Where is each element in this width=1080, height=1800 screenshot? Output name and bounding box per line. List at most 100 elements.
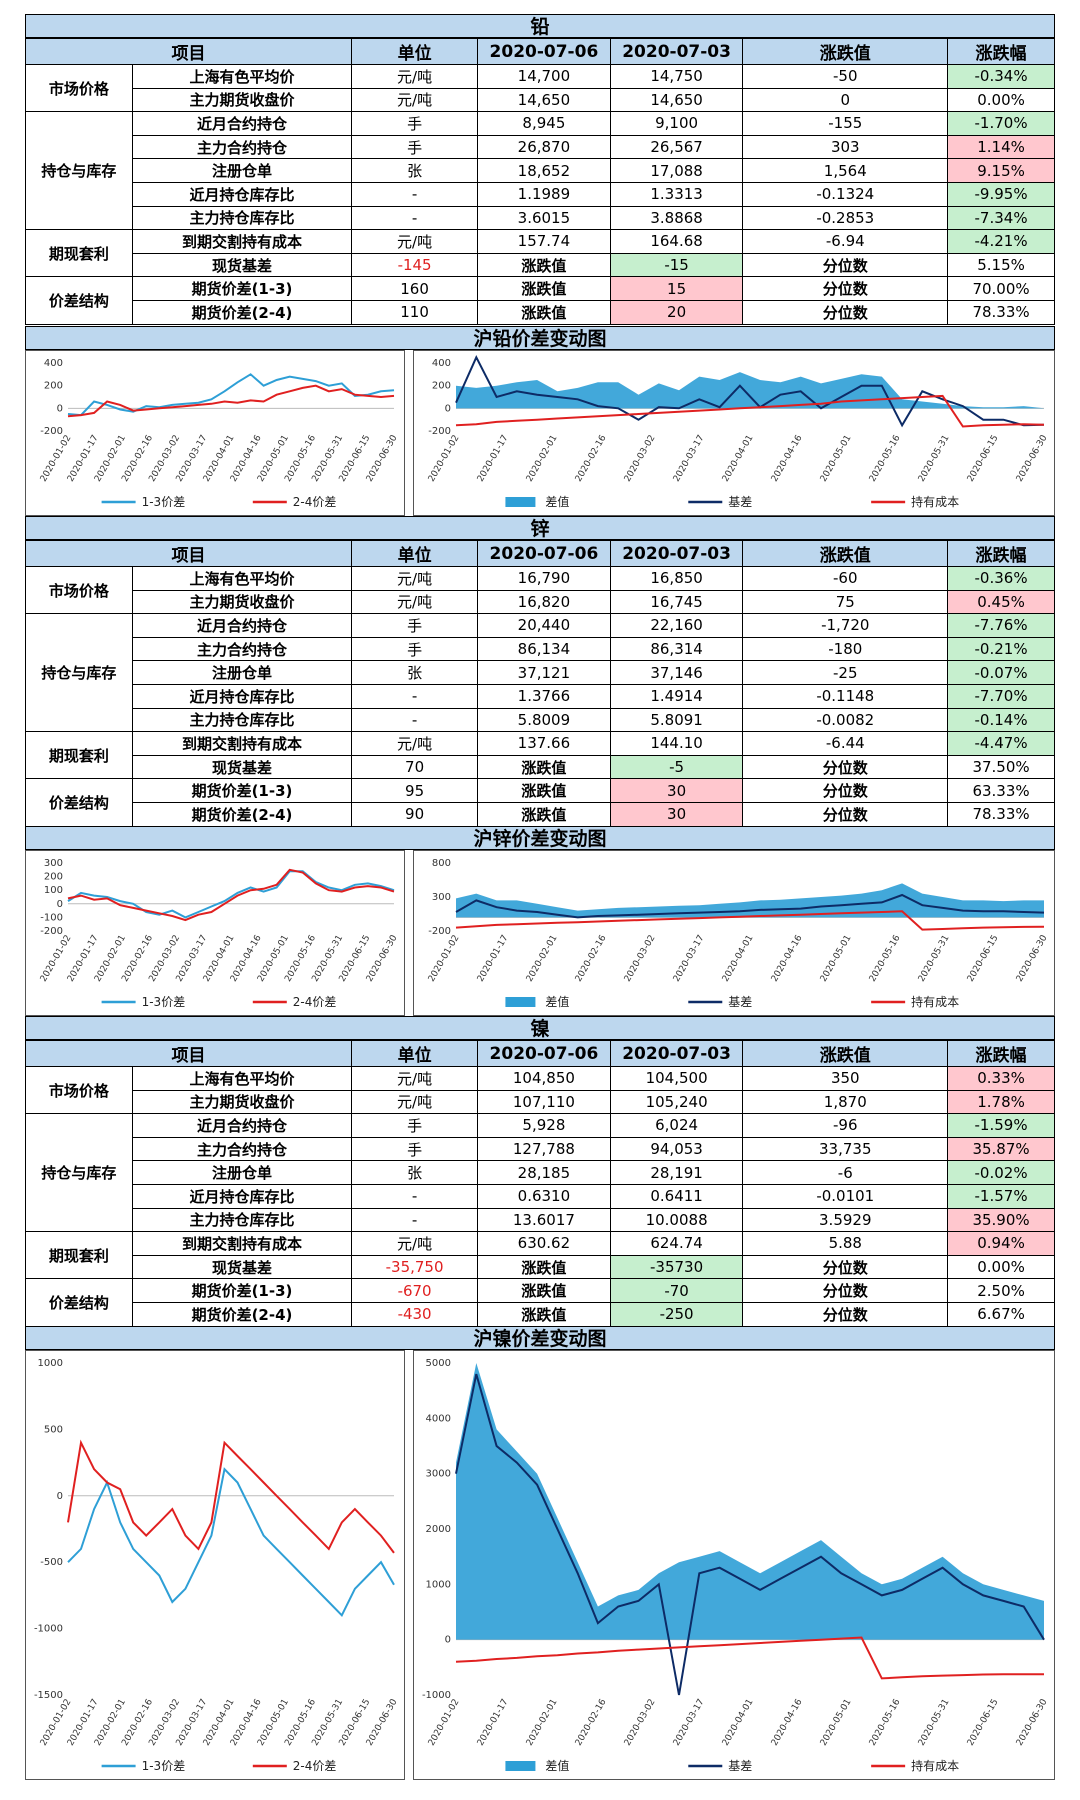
table-row: 市场价格 上海有色平均价 元/吨 14,700 14,750 -50 -0.34%: [25, 63, 1055, 113]
group-label: 持仓与库存: [25, 613, 133, 733]
table-row: 持仓与库存 近月合约持仓手 5,928 6,024 -96 -1.59%: [25, 1113, 1055, 1233]
change-value: -60: [742, 566, 949, 591]
change-label: 涨跌值: [477, 276, 611, 301]
change-value: -180: [742, 636, 949, 662]
y-tick-label: -1000: [34, 1624, 63, 1635]
item-label: 期货价差(2-4): [131, 1301, 353, 1327]
change-value: 1,870: [742, 1089, 949, 1115]
legend-label: 持有成本: [911, 1758, 959, 1773]
change-value: 75: [742, 589, 949, 615]
value-previous: 164.68: [609, 229, 744, 254]
col-header: 2020-07-03: [609, 1040, 744, 1067]
unit-cell: 元/吨: [351, 229, 479, 254]
legend-swatch: [505, 1761, 536, 1771]
x-tick-label: 2020-01-02: [427, 1698, 462, 1748]
series-line: [67, 870, 395, 919]
percentile-value: 2.50%: [947, 1278, 1055, 1303]
percentile-label: 分位数: [742, 276, 949, 301]
change-percent: -1.59%: [947, 1113, 1055, 1138]
col-header: 涨跌幅: [947, 540, 1055, 567]
item-label: 主力合约持仓: [131, 134, 353, 160]
col-header: 2020-07-03: [609, 38, 744, 65]
group-label: 价差结构: [25, 1278, 133, 1327]
value-current: 0.6310: [477, 1183, 611, 1209]
unit-cell: 张: [351, 158, 479, 183]
spread-value: 90: [351, 801, 479, 827]
value-current: 18,652: [477, 158, 611, 183]
value-current: 107,110: [477, 1089, 611, 1115]
item-label: 现货基差: [131, 252, 353, 278]
change-value: -96: [742, 1113, 949, 1138]
x-tick-label: 2020-02-01: [525, 1698, 560, 1748]
section-title-lead: 铅: [25, 14, 1055, 38]
unit-cell: 元/吨: [351, 731, 479, 756]
col-header: 项目: [24, 1040, 353, 1067]
group-label: 持仓与库存: [25, 111, 133, 231]
table-row: 主力持仓库存比 -13.6017 10.0088 3.5929 35.90%: [26, 1207, 1055, 1233]
col-header: 2020-07-03: [609, 540, 744, 567]
lead-spread-chart: -200 0 200 400 2020-01-02 2020-01-17 2020-02-0…: [25, 350, 405, 516]
x-tick-label: 2020-05-16: [868, 433, 903, 484]
percentile-value: 78.33%: [947, 801, 1055, 827]
y-tick-label: -200: [40, 926, 63, 937]
spread-value: 110: [351, 299, 479, 325]
legend-label: 1-3价差: [142, 995, 186, 1009]
x-tick-label: 2020-05-01: [819, 934, 854, 984]
col-header: 单位: [351, 38, 479, 65]
series-line: [455, 1636, 1044, 1680]
unit-cell: 手: [351, 111, 479, 136]
value-previous: 3.8868: [609, 205, 744, 231]
header-row: 项目 单位 2020-07-06 2020-07-03 涨跌值 涨跌幅: [24, 540, 1055, 567]
x-tick-label: 2020-02-16: [574, 1697, 609, 1748]
y-tick-label: 800: [432, 858, 451, 869]
table-row: 近月持仓库存比 -0.6310 0.6411 -0.0101 -1.57%: [26, 1183, 1055, 1209]
y-tick-label: 1000: [426, 1579, 451, 1590]
lead-basis-chart: -200 0 200 400 2020-01-02 2020-01-17 2020-02-0…: [413, 350, 1055, 516]
series-line: [455, 394, 1045, 428]
x-tick-label: 2020-01-17: [476, 434, 511, 484]
y-tick-label: 4000: [426, 1413, 451, 1424]
spot-basis-row: 现货基差 -35,750 涨跌值 -35730 分位数 0.00%: [26, 1254, 1055, 1280]
change-value: 15: [609, 276, 744, 301]
table-row: 近月持仓库存比 -1.3766 1.4914 -0.1148 -7.70%: [26, 683, 1055, 709]
value-previous: 1.4914: [609, 683, 744, 709]
change-percent: -0.07%: [947, 660, 1055, 685]
value-previous: 10.0088: [609, 1207, 744, 1233]
x-tick-label: 2020-01-17: [476, 1698, 511, 1748]
x-tick-label: 2020-05-31: [917, 434, 952, 484]
percentile-label: 分位数: [742, 754, 949, 780]
item-label: 主力持仓库存比: [131, 707, 353, 733]
unit-cell: 元/吨: [351, 64, 479, 89]
series-area: [456, 883, 1044, 918]
change-value: 30: [609, 801, 744, 827]
table-row: 主力合约持仓手 127,788 94,053 33,735 35.87%: [26, 1136, 1055, 1162]
change-percent: -0.14%: [947, 707, 1055, 733]
change-percent: -1.57%: [947, 1183, 1055, 1209]
lead-table: 项目 单位 2020-07-06 2020-07-03 涨跌值 涨跌幅 市场价格 上海有色平均…: [24, 38, 1055, 325]
item-label: 近月持仓库存比: [131, 683, 353, 709]
x-tick-label: 2020-04-01: [721, 434, 756, 484]
change-percent: 35.87%: [947, 1136, 1055, 1162]
legend-label: 基差: [728, 995, 752, 1009]
legend-swatch: [505, 997, 536, 1007]
item-label: 到期交割持有成本: [131, 731, 353, 756]
x-tick-label: 2020-05-31: [917, 934, 952, 984]
series-line: [67, 373, 395, 417]
item-label: 上海有色平均价: [131, 1066, 353, 1091]
col-header: 单位: [351, 540, 479, 567]
legend-label: 差值: [545, 1758, 569, 1773]
legend-label: 持有成本: [911, 994, 959, 1009]
spread-value: 160: [351, 276, 479, 301]
change-value: -6: [742, 1160, 949, 1185]
change-value: -50: [742, 64, 949, 89]
item-label: 近月合约持仓: [131, 613, 353, 638]
series-line: [67, 384, 395, 418]
group-label: 期现套利: [25, 229, 133, 278]
change-percent: -0.02%: [947, 1160, 1055, 1185]
spot-basis-value: 70: [351, 754, 479, 780]
percentile-label: 分位数: [742, 778, 949, 803]
item-label: 期货价差(2-4): [131, 299, 353, 325]
value-previous: 14,650: [609, 87, 744, 113]
change-percent: -0.34%: [947, 64, 1055, 89]
change-value: -6.94: [742, 229, 949, 254]
